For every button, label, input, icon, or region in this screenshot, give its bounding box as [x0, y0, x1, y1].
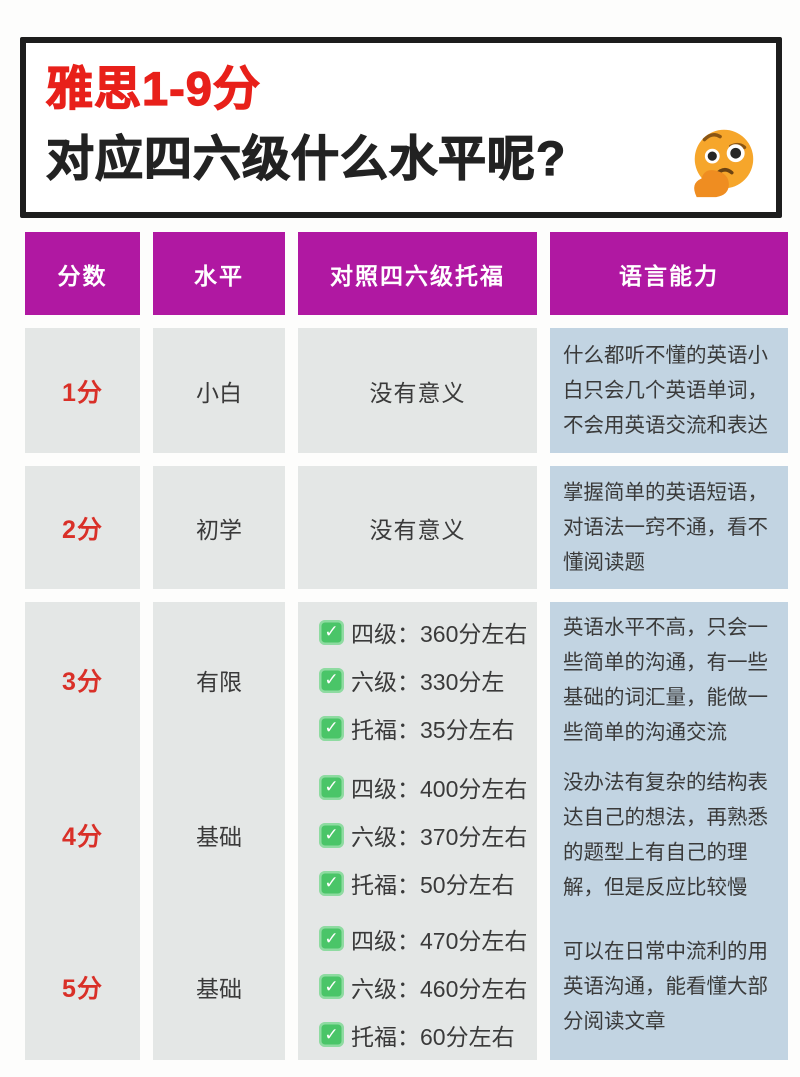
comparison-item: ✓ 六级：370分左右 [319, 818, 527, 852]
ability-text: 英语水平不高，只会一些简单的沟通，有一些基础的词汇量，能做一些简单的沟通交流 [563, 616, 768, 744]
thinking-face-emoji-icon [694, 129, 754, 198]
ability-text: 掌握简单的英语短语，对语法一窍不通，看不懂阅读题 [563, 481, 768, 574]
score-text: 3分 [62, 668, 103, 696]
column-header-comparison: 对照四六级托福 [298, 232, 537, 315]
ability-cell: 什么都听不懂的英语小白只会几个英语单词，不会用英语交流和表达 [550, 328, 788, 453]
level-text: 初学 [196, 516, 242, 543]
comparison-text: 没有意义 [369, 379, 466, 406]
check-icon: ✓ [319, 619, 344, 645]
score-cell: 1分 [25, 328, 140, 453]
level-text: 基础 [196, 975, 242, 1002]
level-text: 基础 [196, 824, 242, 850]
check-icon: ✓ [319, 870, 344, 896]
score-cell: 4分 [25, 757, 140, 913]
comparison-item: ✓ 四级：470分左右 [319, 922, 527, 956]
title-line-1: 雅思1-9分 [45, 61, 261, 115]
comparison-cell: ✓ 四级：470分左右 ✓ 六级：460分左右 ✓ 托福：60分左右 [298, 913, 537, 1060]
score-text: 1分 [62, 378, 103, 407]
score-cell: 5分 [25, 913, 140, 1060]
comparison-text: 六级：460分左右 [351, 975, 528, 1002]
ability-cell: 没办法有复杂的结构表达自己的想法，再熟悉的题型上有自己的理解，但是反应比较慢 [550, 757, 788, 913]
score-cell: 3分 [25, 602, 140, 758]
check-icon: ✓ [319, 822, 344, 848]
comparison-text: 托福：60分左右 [351, 1023, 515, 1050]
level-cell: 基础 [153, 757, 285, 913]
score-text: 5分 [62, 974, 103, 1003]
table-header-row: 分数 水平 对照四六级托福 语言能力 [25, 232, 788, 315]
score-text: 2分 [62, 515, 103, 544]
check-icon: ✓ [319, 926, 344, 951]
comparison-item: ✓ 四级：360分左右 [319, 615, 527, 649]
comparison-item: ✓ 六级：330分左 [319, 663, 504, 697]
comparison-text: 四级：400分左右 [351, 776, 528, 802]
comparison-text: 六级：370分左右 [351, 824, 528, 850]
comparison-cell: 没有意义 [298, 328, 537, 453]
column-header-level: 水平 [153, 232, 285, 315]
level-cell: 初学 [153, 466, 285, 589]
comparison-text: 四级：360分左右 [351, 621, 528, 647]
score-cell: 2分 [25, 466, 140, 589]
comparison-text: 四级：470分左右 [351, 927, 528, 954]
score-text: 4分 [62, 823, 103, 851]
comparison-text: 没有意义 [369, 516, 466, 543]
level-cell: 小白 [153, 328, 285, 453]
comparison-cell: 没有意义 [298, 466, 537, 589]
table-row: 1分 小白 没有意义 什么都听不懂的英语小白只会几个英语单词，不会用英语交流和表达 [25, 328, 788, 453]
ability-text: 什么都听不懂的英语小白只会几个英语单词，不会用英语交流和表达 [563, 344, 768, 437]
level-cell: 有限 [153, 602, 285, 758]
ability-cell: 英语水平不高，只会一些简单的沟通，有一些基础的词汇量，能做一些简单的沟通交流 [550, 602, 788, 758]
ability-cell: 可以在日常中流利的用英语沟通，能看懂大部分阅读文章 [550, 913, 788, 1060]
title-line-2-row: 对应四六级什么水平呢? [45, 120, 762, 200]
column-header-score: 分数 [25, 232, 140, 315]
comparison-cell: ✓ 四级：360分左右 ✓ 六级：330分左 ✓ 托福：35分左右 [298, 602, 537, 758]
table-row: 2分 初学 没有意义 掌握简单的英语短语，对语法一窍不通，看不懂阅读题 [25, 466, 788, 589]
level-text: 小白 [196, 379, 242, 406]
comparison-item: ✓ 六级：460分左右 [319, 970, 527, 1004]
check-icon: ✓ [319, 715, 344, 741]
ability-text: 可以在日常中流利的用英语沟通，能看懂大部分阅读文章 [563, 940, 768, 1033]
comparison-item: ✓ 托福：60分左右 [319, 1018, 515, 1052]
table-body: 1分 小白 没有意义 什么都听不懂的英语小白只会几个英语单词，不会用英语交流和表达 2分… [25, 328, 788, 1060]
table-row: 3分 有限 ✓ 四级：360分左右 ✓ 六级：330分左 ✓ 托福：35分左右 英语水平不高，只… [25, 602, 788, 758]
comparison-item: ✓ 四级：400分左右 [319, 770, 527, 804]
comparison-item: ✓ 托福：35分左右 [319, 711, 515, 745]
table-row: 4分 基础 ✓ 四级：400分左右 ✓ 六级：370分左右 ✓ 托福：50分左右 没办法有复杂的… [25, 757, 788, 913]
comparison-item: ✓ 托福：50分左右 [319, 866, 515, 900]
check-icon: ✓ [319, 1022, 344, 1047]
level-cell: 基础 [153, 913, 285, 1060]
check-icon: ✓ [319, 974, 344, 999]
level-text: 有限 [196, 669, 242, 695]
ability-text: 没办法有复杂的结构表达自己的想法，再熟悉的题型上有自己的理解，但是反应比较慢 [563, 771, 768, 899]
comparison-table: 分数 水平 对照四六级托福 语言能力 1分 小白 没有意义 什么都听不懂的英语小白只会几个英… [25, 232, 788, 1073]
comparison-text: 六级：330分左 [351, 669, 505, 695]
check-icon: ✓ [319, 667, 344, 693]
table-row: 5分 基础 ✓ 四级：470分左右 ✓ 六级：460分左右 ✓ 托福：60分左右 可以在日常中流… [25, 913, 788, 1060]
comparison-text: 托福：35分左右 [351, 717, 515, 743]
ability-cell: 掌握简单的英语短语，对语法一窍不通，看不懂阅读题 [550, 466, 788, 589]
column-header-ability: 语言能力 [550, 232, 788, 315]
comparison-cell: ✓ 四级：400分左右 ✓ 六级：370分左右 ✓ 托福：50分左右 [298, 757, 537, 913]
check-icon: ✓ [319, 774, 344, 800]
comparison-text: 托福：50分左右 [351, 872, 515, 898]
title-card: 雅思1-9分 对应四六级什么水平呢? [20, 37, 782, 218]
title-line-2: 对应四六级什么水平呢? [45, 132, 567, 186]
